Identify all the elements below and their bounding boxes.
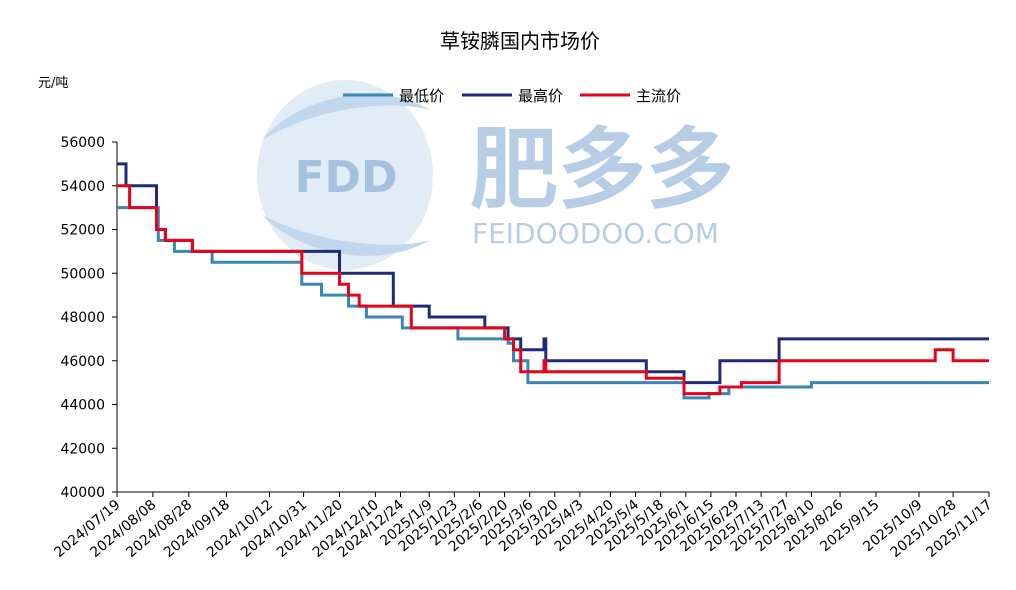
series-line-mainstream — [117, 184, 989, 396]
watermark-en-text: FEIDOODOO.COM — [472, 217, 719, 250]
y-tick-label: 42000 — [60, 441, 105, 457]
y-tick-label: 56000 — [60, 135, 105, 151]
y-tick-label: 48000 — [60, 310, 105, 326]
chart-title: 草铵膦国内市场价 — [440, 29, 600, 53]
legend-label: 最高价 — [518, 87, 563, 105]
x-ticks: 2024/07/192024/08/082024/08/282024/09/18… — [51, 492, 996, 561]
watermark-cn-text: 肥多多 — [470, 118, 734, 221]
y-tick-label: 40000 — [60, 485, 105, 501]
y-axis-unit: 元/吨 — [38, 76, 68, 91]
logo-text: FDD — [294, 152, 397, 203]
legend: 最低价 最高价 主流价 — [343, 87, 681, 105]
fdd-logo: FDD — [257, 80, 433, 270]
watermark: FDD 肥多多 FEIDOODOO.COM — [257, 80, 734, 270]
y-tick-label: 50000 — [60, 266, 105, 282]
y-tick-label: 44000 — [60, 398, 105, 414]
y-tick-label: 54000 — [60, 179, 105, 195]
legend-label: 主流价 — [636, 87, 681, 105]
y-tick-label: 46000 — [60, 354, 105, 370]
legend-label: 最低价 — [399, 87, 444, 105]
series-group — [117, 162, 989, 400]
y-ticks: 40000 42000 44000 46000 48000 50000 52000 54000… — [60, 135, 117, 501]
y-tick-label: 52000 — [60, 223, 105, 239]
